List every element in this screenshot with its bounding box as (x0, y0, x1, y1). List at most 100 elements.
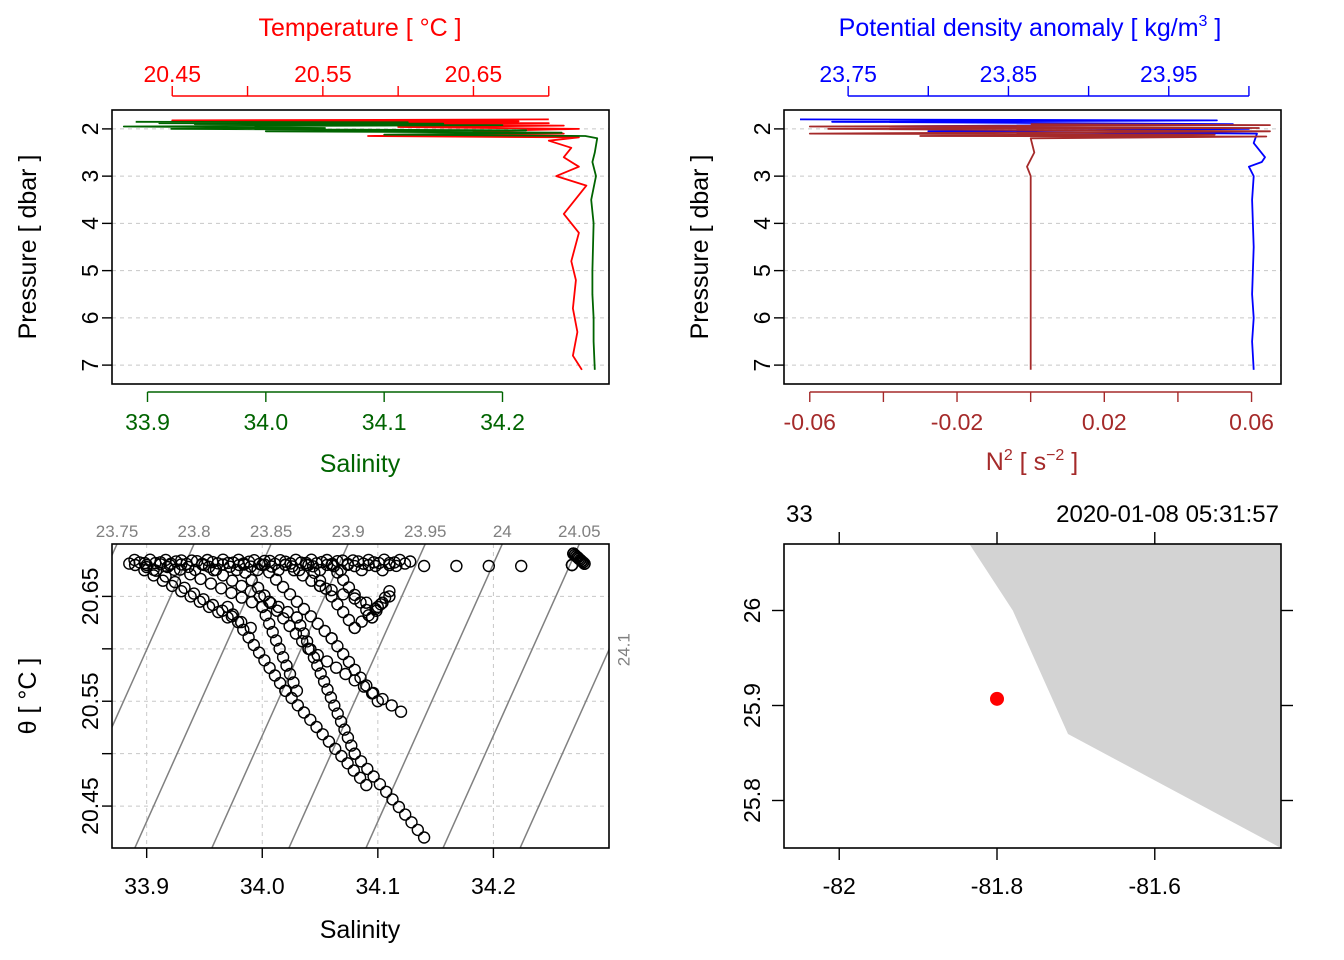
ts-point (318, 624, 331, 638)
ts-point (161, 560, 174, 574)
x-tick-label: 34.0 (240, 873, 285, 899)
ts-point (273, 642, 286, 655)
ts-point (337, 588, 350, 601)
p3-points (123, 547, 591, 844)
ts-point (373, 778, 387, 791)
p3-axes: 33.9 34.0 34.1 34.2 20.45 20.55 20.65 (77, 568, 516, 899)
ts-point (269, 573, 283, 586)
y-tick-label: 25.9 (739, 683, 765, 728)
ts-point (320, 655, 334, 668)
ts-point (235, 579, 248, 593)
isopycnal-label: 23.75 (96, 522, 139, 541)
ts-point (398, 557, 412, 570)
ts-point (328, 699, 341, 712)
ts-point (290, 611, 304, 624)
ts-point (283, 619, 296, 633)
p3-grid (112, 544, 609, 848)
ts-point (263, 617, 276, 630)
ts-point (342, 613, 356, 627)
profile-ts-panel: Temperature [ °C ] 2 3 4 5 6 7 20.45 20.55 20.65… (14, 14, 610, 478)
ts-point (404, 555, 417, 568)
ts-point (331, 598, 344, 611)
ts-point (317, 675, 331, 688)
ts-point (297, 706, 311, 719)
ts-point (571, 551, 584, 564)
ts-point (279, 684, 292, 697)
isopycnal-label: 24 (493, 522, 512, 541)
ts-point (378, 591, 392, 604)
p2-density-title: Potential density anomaly [ kg/m3 ] (839, 13, 1222, 42)
ts-point (374, 598, 387, 611)
ts-point (362, 558, 375, 572)
ts-point (334, 715, 348, 728)
ts-point (310, 720, 323, 734)
ts-point (450, 559, 463, 573)
top-tick-label: 20.65 (445, 61, 503, 87)
ts-point (335, 749, 348, 763)
p4-plot-box (783, 543, 1282, 849)
isopycnal-line (211, 544, 349, 848)
ts-point (311, 617, 324, 630)
ts-point (256, 558, 269, 572)
ts-point (341, 757, 354, 770)
ts-point (360, 596, 373, 609)
ts-point (149, 564, 163, 577)
isopycnal-line (365, 544, 504, 848)
ts-point (345, 739, 358, 752)
y-tick-label: 26 (739, 598, 765, 624)
ts-point (316, 728, 329, 741)
ts-point (313, 574, 327, 587)
bottom-tick-label: 34.0 (243, 409, 288, 435)
ts-point (313, 579, 327, 593)
ts-point (184, 590, 197, 603)
isopycnal-line (288, 544, 427, 848)
y-tick-label: 4 (77, 217, 103, 230)
ts-point (225, 586, 238, 600)
ts-point (244, 621, 257, 635)
ts-point (482, 559, 495, 573)
isopycnal-label: 23.85 (250, 522, 293, 541)
ts-point (365, 611, 379, 624)
ts-point (239, 566, 252, 579)
y-tick-label: 2 (749, 122, 775, 135)
ts-point (383, 558, 396, 572)
ts-point (354, 755, 368, 768)
p1-plot-box (111, 109, 610, 385)
ts-point (204, 577, 218, 590)
p4-station (990, 691, 1004, 706)
ts-point (232, 558, 246, 572)
isopycnal-label: 23.9 (332, 522, 365, 541)
ts-point (390, 559, 403, 573)
x-tick-label: -82 (823, 873, 856, 899)
ts-point (235, 591, 248, 604)
ts-point (302, 642, 315, 655)
ts-point (348, 559, 361, 573)
ts-point (339, 667, 352, 681)
p3-theta-ylabel: θ [ °C ] (14, 658, 42, 735)
ts-point (214, 582, 228, 595)
ts-point (270, 604, 284, 617)
p3-salinity-xlabel: Salinity (320, 916, 401, 944)
ts-point (314, 667, 327, 680)
ts-point (290, 595, 304, 608)
bottom-tick-label: 34.1 (362, 409, 407, 435)
ts-point (258, 589, 271, 602)
ts-point (237, 558, 251, 571)
p1-axes: 2 3 4 5 6 7 20.45 20.55 20.65 33.9 34.0 34.1 34.2 (77, 61, 550, 435)
ts-point (348, 621, 361, 635)
ts-point (311, 648, 324, 662)
ts-point (168, 575, 182, 589)
ts-point (325, 583, 338, 597)
ts-point (357, 680, 371, 693)
y-tick-label: 6 (77, 311, 103, 324)
ts-point (302, 558, 315, 572)
ts-point (175, 585, 188, 598)
ts-point (266, 625, 279, 639)
ts-point (206, 598, 220, 612)
ts-point (369, 559, 382, 573)
salinity-profile-line (122, 120, 599, 370)
ts-point (348, 592, 361, 605)
ts-point (417, 831, 431, 844)
